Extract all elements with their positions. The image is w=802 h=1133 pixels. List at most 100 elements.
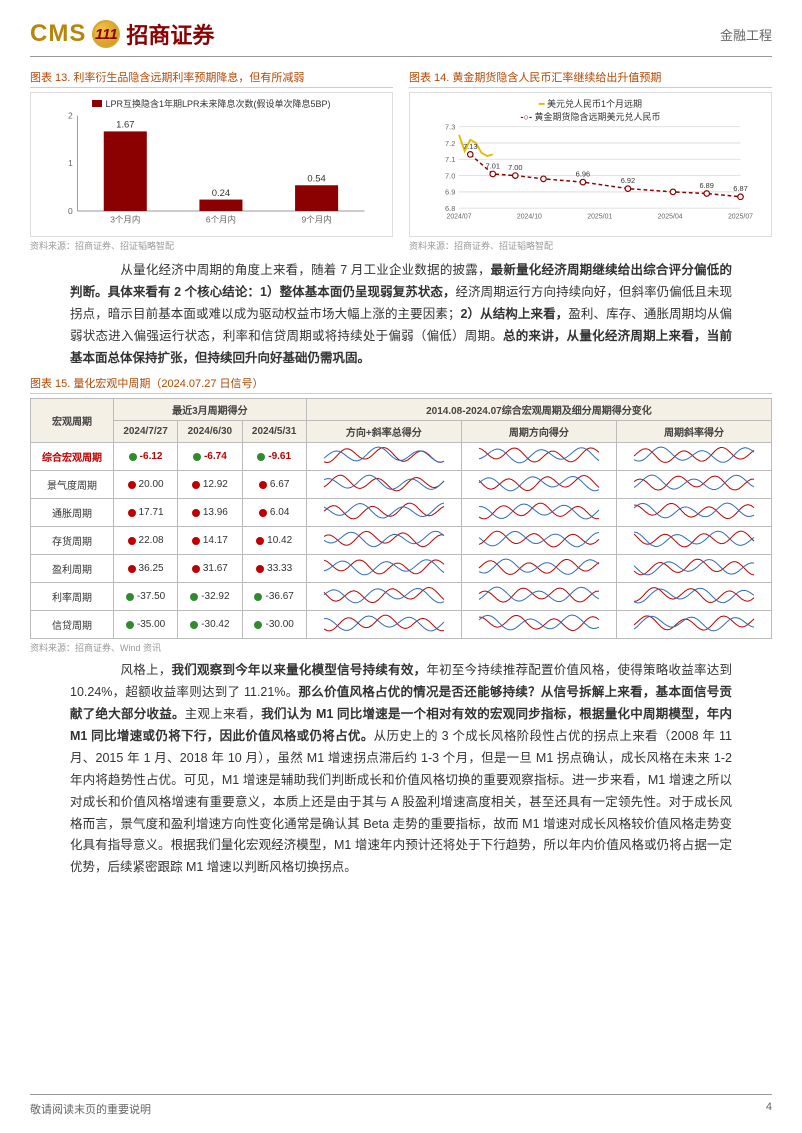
svg-text:1: 1 [68, 158, 73, 168]
spark-slope [616, 555, 771, 583]
spark-total [306, 471, 461, 499]
svg-text:7.01: 7.01 [486, 161, 500, 170]
table-row: 存货周期22.0814.1710.42 [31, 527, 772, 555]
svg-text:2: 2 [68, 110, 73, 120]
header-category: 金融工程 [720, 25, 772, 44]
svg-text:9个月内: 9个月内 [302, 214, 332, 224]
col-d3: 2024/5/31 [242, 421, 306, 443]
cell-d2: 13.96 [178, 499, 242, 527]
chart-14-plot: ━ 美元兑人民币1个月远期 -○- 黄金期货隐含远期美元兑人民币 6.86.97… [409, 92, 772, 237]
svg-text:7.13: 7.13 [463, 142, 477, 151]
logo-block: CMS 111 招商证券 [30, 18, 214, 50]
cell-d2: 14.17 [178, 527, 242, 555]
logo-emblem: 111 [92, 20, 120, 48]
chart-13-source: 资料来源：招商证券、招证韬略智配 [30, 239, 393, 252]
svg-text:1.67: 1.67 [116, 120, 134, 131]
chart-13-plot: LPR互换隐含1年期LPR未来降息次数(假设单次降息5BP) 0 1 2 1.67 3个… [30, 92, 393, 237]
cell-d1: -37.50 [113, 583, 177, 611]
col-s3: 周期斜率得分 [616, 421, 771, 443]
table-row: 盈利周期36.2531.6733.33 [31, 555, 772, 583]
svg-text:0.24: 0.24 [212, 188, 230, 199]
chart-14-legend-a: 美元兑人民币1个月远期 [547, 99, 642, 109]
page-header: CMS 111 招商证券 金融工程 [30, 18, 772, 57]
cell-d3: 6.67 [242, 471, 306, 499]
table-15: 宏观周期 最近3月周期得分 2014.08-2024.07综合宏观周期及细分周期… [30, 398, 772, 639]
col-s2: 周期方向得分 [461, 421, 616, 443]
svg-text:3个月内: 3个月内 [110, 214, 140, 224]
svg-text:6.9: 6.9 [445, 188, 455, 197]
svg-text:6.96: 6.96 [576, 170, 590, 179]
cell-d1: 17.71 [113, 499, 177, 527]
paragraph-2: 风格上，我们观察到今年以来量化模型信号持续有效，年初至今持续推荐配置价值风格，使… [70, 660, 732, 879]
spark-total [306, 611, 461, 639]
paragraph-1: 从量化经济中周期的角度上来看，随着 7 月工业企业数据的披露，最新量化经济周期继… [70, 260, 732, 369]
cell-d3: 6.04 [242, 499, 306, 527]
spark-slope [616, 527, 771, 555]
svg-text:7.3: 7.3 [445, 123, 455, 131]
table-header-row-1: 宏观周期 最近3月周期得分 2014.08-2024.07综合宏观周期及细分周期… [31, 399, 772, 421]
cycle-name: 利率周期 [31, 583, 114, 611]
spark-slope [616, 583, 771, 611]
cell-d1: -6.12 [113, 443, 177, 471]
table-row: 通胀周期17.7113.966.04 [31, 499, 772, 527]
spark-total [306, 583, 461, 611]
chart-13: 图表 13. 利率衍生品隐含远期利率预期降息，但有所减弱 LPR互换隐含1年期L… [30, 69, 393, 252]
logo-cms-text: CMS [30, 20, 86, 48]
chart-14: 图表 14. 黄金期货隐含人民币汇率继续给出升值预期 ━ 美元兑人民币1个月远期… [409, 69, 772, 252]
spark-total [306, 499, 461, 527]
cell-d3: -9.61 [242, 443, 306, 471]
col-d2: 2024/6/30 [178, 421, 242, 443]
cycle-name: 盈利周期 [31, 555, 114, 583]
spark-total [306, 555, 461, 583]
svg-text:2025/01: 2025/01 [587, 213, 612, 220]
svg-text:7.00: 7.00 [508, 163, 522, 172]
cycle-name: 通胀周期 [31, 499, 114, 527]
spark-slope [616, 499, 771, 527]
cycle-name: 综合宏观周期 [31, 443, 114, 471]
svg-text:0: 0 [68, 206, 73, 216]
table-row: 信贷周期-35.00-30.42-30.00 [31, 611, 772, 639]
logo-cn-text: 招商证券 [126, 18, 214, 50]
svg-text:7.0: 7.0 [445, 171, 455, 180]
svg-text:2024/07: 2024/07 [446, 213, 471, 220]
table-row: 利率周期-37.50-32.92-36.67 [31, 583, 772, 611]
spark-direction [461, 555, 616, 583]
col-s1: 方向+斜率总得分 [306, 421, 461, 443]
svg-text:7.1: 7.1 [445, 155, 455, 164]
svg-text:6个月内: 6个月内 [206, 214, 236, 224]
table-15-title: 图表 15. 量化宏观中周期（2024.07.27 日信号） [30, 375, 772, 394]
spark-direction [461, 611, 616, 639]
svg-text:2025/07: 2025/07 [728, 213, 753, 220]
chart-14-legend: ━ 美元兑人民币1个月远期 -○- 黄金期货隐含远期美元兑人民币 [414, 97, 767, 123]
col-d1: 2024/7/27 [113, 421, 177, 443]
cell-d3: -30.00 [242, 611, 306, 639]
col-group-hist: 2014.08-2024.07综合宏观周期及细分周期得分变化 [306, 399, 771, 421]
cell-d1: 22.08 [113, 527, 177, 555]
svg-text:7.2: 7.2 [445, 139, 455, 148]
cell-d1: 36.25 [113, 555, 177, 583]
chart-13-legend: LPR互换隐含1年期LPR未来降息次数(假设单次降息5BP) [35, 97, 388, 110]
chart-13-legend-text: LPR互换隐含1年期LPR未来降息次数(假设单次降息5BP) [105, 99, 330, 109]
spark-slope [616, 611, 771, 639]
cell-d2: 12.92 [178, 471, 242, 499]
table-15-source: 资料来源：招商证券、Wind 资讯 [30, 641, 772, 654]
cell-d3: 10.42 [242, 527, 306, 555]
spark-total [306, 527, 461, 555]
footer-note: 敬请阅读末页的重要说明 [30, 1101, 151, 1117]
table-row: 景气度周期20.0012.926.67 [31, 471, 772, 499]
spark-direction [461, 583, 616, 611]
legend-line-b-icon: -○- [521, 112, 532, 122]
col-cycle-name: 宏观周期 [31, 399, 114, 443]
cell-d2: -30.42 [178, 611, 242, 639]
svg-text:6.92: 6.92 [621, 176, 635, 185]
cell-d1: -35.00 [113, 611, 177, 639]
svg-text:6.89: 6.89 [700, 181, 714, 190]
table-header-row-2: 2024/7/27 2024/6/30 2024/5/31 方向+斜率总得分 周… [31, 421, 772, 443]
chart-13-svg: 0121.673个月内0.246个月内0.549个月内 [35, 110, 388, 228]
cell-d2: -32.92 [178, 583, 242, 611]
chart-14-svg: 6.86.97.07.17.27.32024/072024/102025/012… [414, 123, 767, 223]
cycle-name: 信贷周期 [31, 611, 114, 639]
page-number: 4 [766, 1101, 772, 1117]
cell-d3: -36.67 [242, 583, 306, 611]
page-footer: 敬请阅读末页的重要说明 4 [30, 1094, 772, 1117]
